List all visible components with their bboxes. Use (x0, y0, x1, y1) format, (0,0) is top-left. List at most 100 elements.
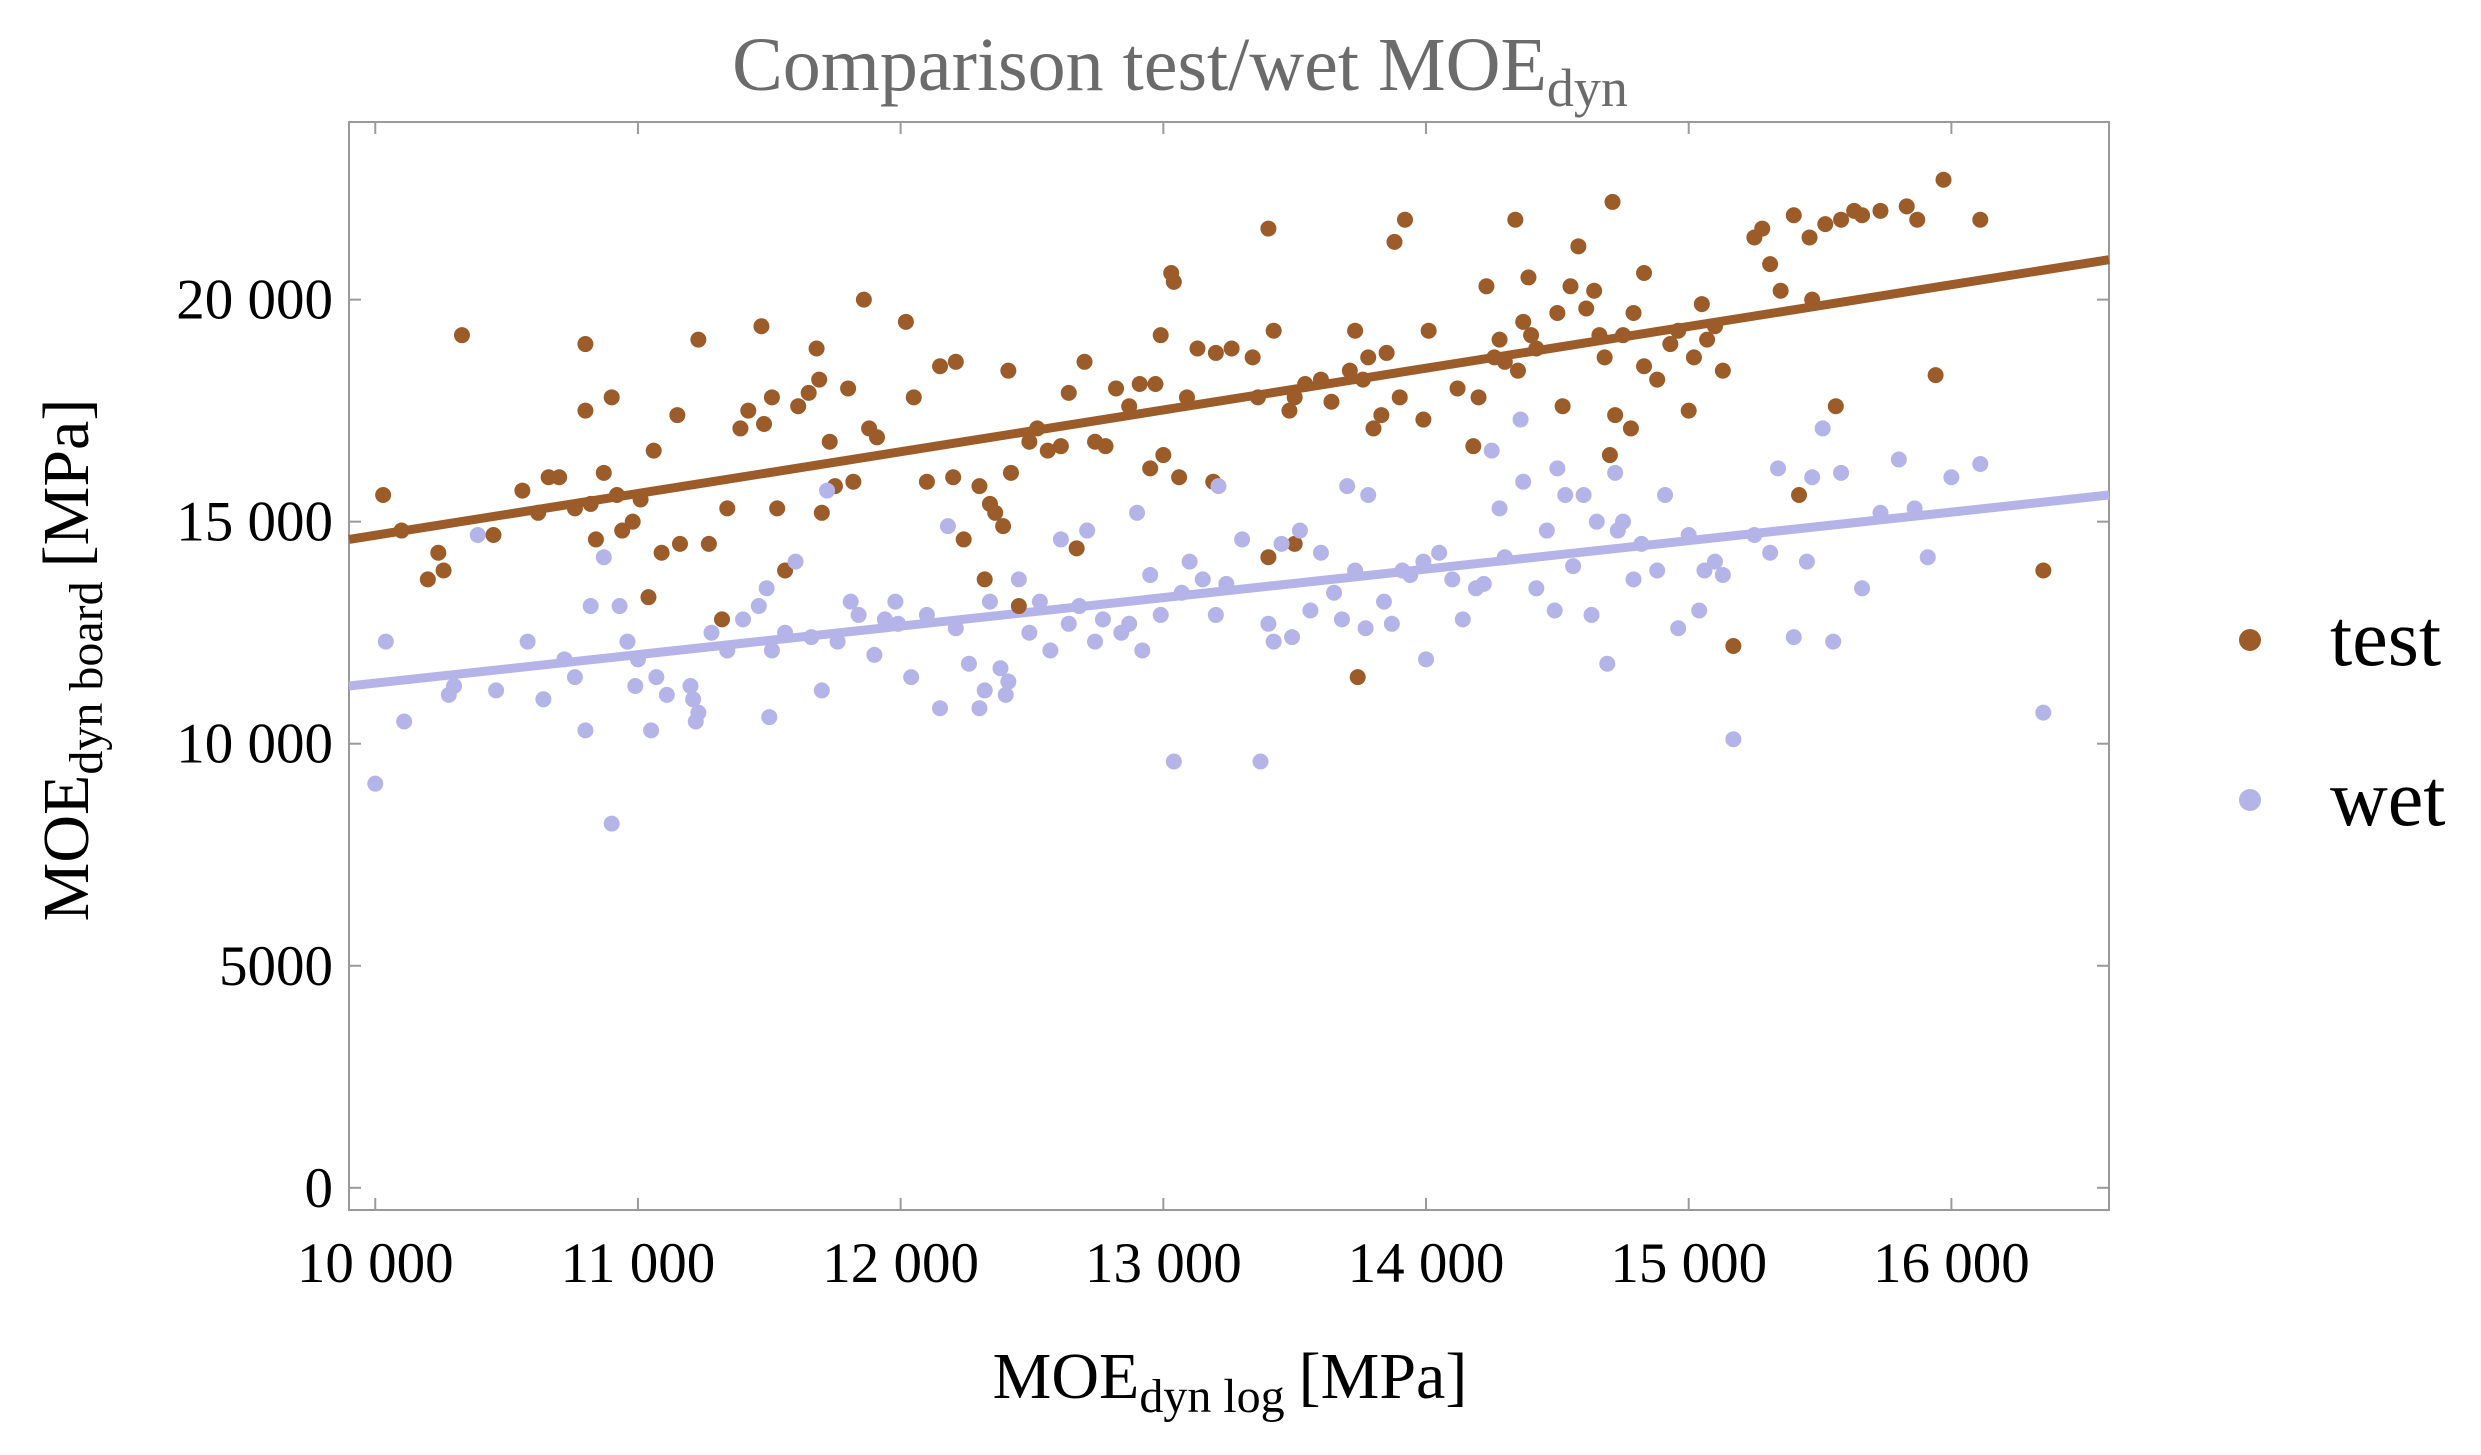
point-test (530, 504, 547, 521)
point-test (1872, 202, 1889, 219)
point-wet (1872, 504, 1889, 521)
point-test (1068, 540, 1085, 557)
point-test (790, 398, 807, 415)
point-wet (1260, 615, 1277, 632)
point-test (756, 415, 773, 432)
point-test (769, 500, 786, 517)
y-tick-label: 15 000 (176, 491, 333, 554)
point-wet (1549, 460, 1566, 477)
point-wet (1575, 487, 1592, 504)
point-wet (1714, 566, 1731, 583)
point-test (1586, 282, 1603, 299)
point-wet (1339, 478, 1356, 495)
point-wet (761, 709, 778, 726)
point-test (419, 571, 436, 588)
legend: test wet (2239, 595, 2446, 843)
point-wet (850, 606, 867, 623)
point-wet (1725, 731, 1742, 748)
point-test (1076, 353, 1093, 370)
point-wet (1854, 580, 1871, 597)
point-test (945, 469, 962, 486)
point-wet (446, 677, 463, 694)
y-axis-title-unit: [MPa] (30, 399, 103, 568)
point-wet (1431, 544, 1448, 561)
point-wet (1347, 562, 1364, 579)
legend-label-test: test (2330, 595, 2441, 683)
point-wet (1785, 629, 1802, 646)
point-test (582, 495, 599, 512)
point-wet (658, 686, 675, 703)
point-wet (1680, 526, 1697, 543)
x-tick-label: 15 000 (1610, 1232, 1767, 1295)
point-wet (1071, 598, 1088, 615)
point-test (1817, 216, 1834, 233)
point-wet (932, 700, 949, 717)
point-test (1449, 380, 1466, 397)
point-wet (947, 620, 964, 637)
point-test (947, 353, 964, 370)
point-test (640, 589, 657, 606)
point-test (955, 531, 972, 548)
point-wet (819, 482, 836, 499)
point-test (1281, 402, 1298, 419)
point-wet (377, 633, 394, 650)
point-test (603, 389, 620, 406)
point-test (918, 473, 935, 490)
legend-marker-test (2239, 629, 2261, 651)
point-wet (488, 682, 505, 699)
point-test (1762, 256, 1779, 273)
point-test (1520, 269, 1537, 286)
point-test (1223, 340, 1240, 357)
y-tick-label: 0 (305, 1157, 334, 1220)
point-test (1491, 331, 1508, 348)
point-wet (682, 677, 699, 694)
x-tick-label: 10 000 (297, 1232, 454, 1295)
point-test (1142, 460, 1159, 477)
point-test (566, 500, 583, 517)
point-test (1478, 278, 1495, 295)
point-wet (1599, 655, 1616, 672)
point-wet (1000, 673, 1017, 690)
point-test (1785, 207, 1802, 224)
point-test (1804, 291, 1821, 308)
point-wet (1557, 487, 1574, 504)
point-wet (1906, 500, 1923, 517)
point-test (1615, 327, 1632, 344)
point-test (485, 526, 502, 543)
point-wet (1375, 593, 1392, 610)
point-test (1706, 318, 1723, 335)
chart-title: Comparison test/wet MOEdyn (732, 23, 1628, 118)
point-wet (1094, 611, 1111, 628)
point-test (632, 491, 649, 508)
point-test (1604, 193, 1621, 210)
point-wet (866, 646, 883, 663)
x-tick-label: 11 000 (561, 1232, 716, 1295)
point-test (540, 469, 557, 486)
point-wet (971, 700, 988, 717)
point-test (1972, 211, 1989, 228)
point-test (1052, 438, 1069, 455)
point-test (1693, 296, 1710, 313)
point-test (1354, 371, 1371, 388)
point-wet (829, 633, 846, 650)
point-test (813, 504, 830, 521)
point-wet (758, 580, 775, 597)
point-wet (1943, 469, 1960, 486)
point-wet (1546, 602, 1563, 619)
point-test (1507, 211, 1524, 228)
point-wet (1615, 513, 1632, 530)
point-test (1297, 376, 1314, 393)
point-wet (1333, 611, 1350, 628)
point-wet (1031, 593, 1048, 610)
point-test (1827, 398, 1844, 415)
point-wet (719, 642, 736, 659)
point-test (1636, 264, 1653, 281)
point-wet (1121, 615, 1138, 632)
point-test (1714, 362, 1731, 379)
point-wet (627, 677, 644, 694)
point-wet (619, 633, 636, 650)
point-wet (1234, 531, 1251, 548)
point-wet (997, 686, 1014, 703)
point-test (777, 562, 794, 579)
point-test (1097, 438, 1114, 455)
